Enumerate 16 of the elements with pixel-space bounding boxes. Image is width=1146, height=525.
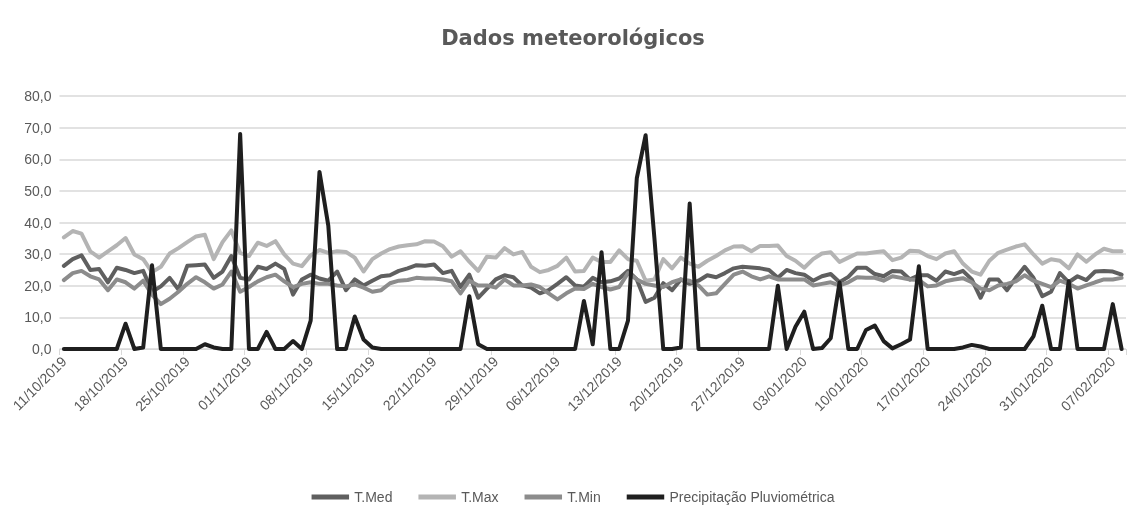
y-tick-label: 40,0 bbox=[24, 214, 52, 231]
y-tick-label: 80,0 bbox=[24, 88, 52, 104]
legend-label: Precipitação Pluviométrica bbox=[669, 489, 835, 505]
legend-label: T.Max bbox=[461, 489, 499, 505]
line-series bbox=[61, 268, 1124, 307]
y-tick-label: 50,0 bbox=[24, 182, 52, 199]
y-tick-label: 70,0 bbox=[24, 119, 52, 136]
y-tick-label: 0,0 bbox=[31, 341, 52, 357]
legend-label: T.Min bbox=[567, 489, 601, 505]
y-tick-label: 60,0 bbox=[24, 151, 52, 168]
y-tick-label: 10,0 bbox=[24, 309, 52, 326]
y-tick-label: 20,0 bbox=[24, 277, 52, 294]
chart-title: Dados meteorológicos bbox=[441, 25, 705, 50]
line-series bbox=[61, 228, 1124, 283]
y-tick-label: 30,0 bbox=[24, 246, 52, 263]
legend-label: T.Med bbox=[354, 489, 393, 505]
